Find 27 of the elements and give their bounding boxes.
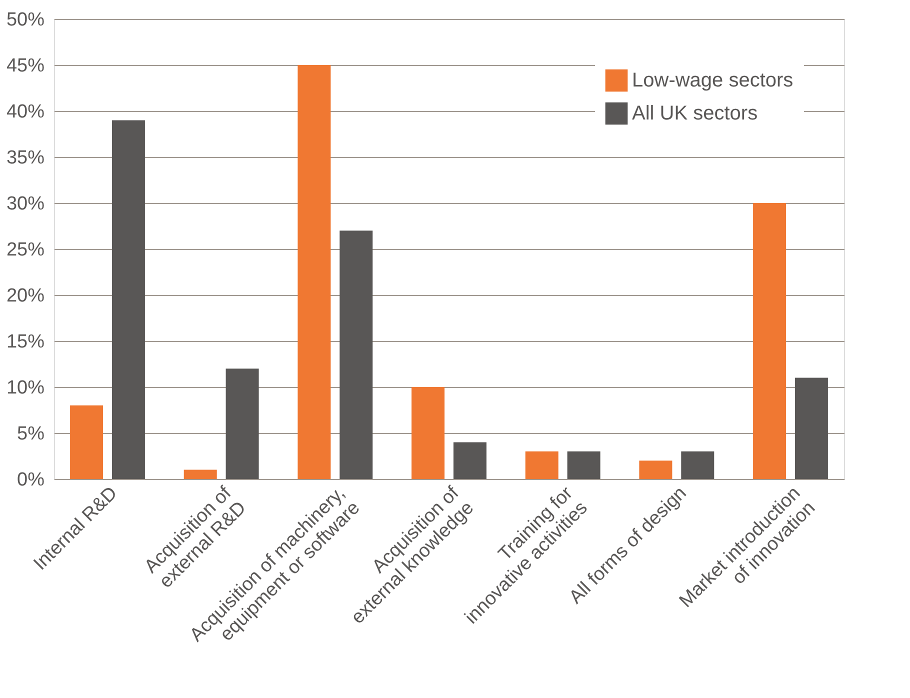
bar [70, 405, 104, 479]
bar [298, 65, 331, 479]
y-tick-label: 50% [6, 10, 45, 30]
y-tick-label: 20% [6, 286, 45, 306]
bar [794, 378, 828, 479]
y-tick-label: 10% [6, 378, 45, 398]
y-tick-label: 15% [6, 332, 45, 352]
legend-label: Low-wage sectors [632, 70, 794, 92]
bar [184, 470, 217, 479]
legend-label: All UK sectors [632, 102, 758, 124]
bar [112, 120, 145, 479]
y-tick-label: 30% [6, 194, 45, 214]
bar [639, 460, 672, 479]
y-tick-label: 25% [6, 240, 45, 260]
y-tick-label: 5% [17, 424, 45, 444]
bar [226, 368, 259, 479]
y-tick-label: 45% [6, 56, 45, 76]
y-tick-label: 0% [17, 470, 45, 490]
bar [567, 451, 600, 479]
y-tick-label: 40% [6, 102, 45, 122]
bar [525, 451, 558, 479]
y-tick-label: 35% [6, 148, 45, 168]
bar [753, 203, 786, 479]
bar [681, 451, 714, 479]
bar [340, 230, 373, 479]
bar [453, 442, 486, 479]
bar [412, 387, 445, 479]
